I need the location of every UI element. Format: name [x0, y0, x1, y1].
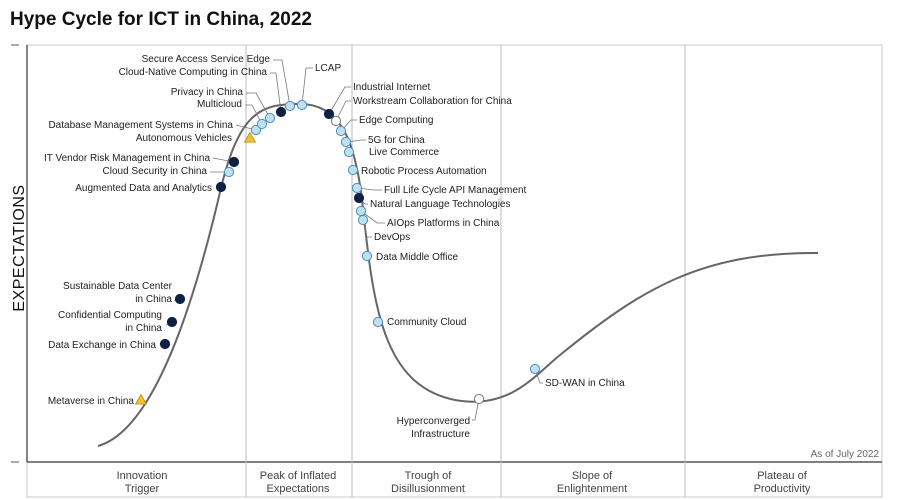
label-5g-for-china: 5G for China — [368, 135, 425, 146]
leader-full-life-cycle-api-management — [356, 187, 382, 191]
marker-cloud-native-computing-in-china — [275, 106, 287, 118]
label-live-commerce: Live Commerce — [369, 147, 439, 158]
marker-edge-computing — [335, 125, 347, 137]
marker-natural-language-technologies — [353, 192, 365, 204]
marker-full-life-cycle-api-management — [351, 182, 363, 194]
leader-workstream-collaboration-for-china — [335, 100, 351, 122]
y-axis-label: EXPECTATIONS — [11, 184, 28, 311]
leader-hyperconverged-infrastructure — [472, 398, 480, 421]
label-metaverse-in-china: Metaverse in China — [48, 396, 135, 407]
label-cloud-native-computing-in-china: Cloud-Native Computing in China — [119, 67, 268, 78]
marker-data-exchange-in-china — [159, 338, 171, 350]
marker-workstream-collaboration-for-china — [330, 115, 342, 127]
phase-plateau-of-productivity: Plateau of Productivity — [754, 470, 811, 495]
marker-5g-for-china — [340, 136, 352, 148]
label-database-management-systems-in-china: Database Management Systems in China — [48, 120, 233, 131]
plot-frame: EXPECTATIONS As of July 2022 — [11, 44, 883, 498]
marker-devops — [357, 214, 369, 226]
marker-confidential-computing-in-china — [166, 316, 178, 328]
label-edge-computing: Edge Computing — [359, 115, 434, 126]
phase-trough-of-disillusionment: Trough of Disillusionment — [391, 470, 465, 495]
marker-sd-wan-in-china — [529, 363, 541, 375]
marker-cloud-security-in-china — [223, 166, 235, 178]
hype-curve — [97, 102, 819, 447]
marker-robotic-process-automation — [347, 164, 359, 176]
marker-data-middle-office — [361, 250, 373, 262]
leader-industrial-internet — [328, 86, 351, 115]
leader-lcap — [301, 67, 313, 106]
label-lcap: LCAP — [315, 63, 341, 74]
leader-cloud-native-computing-in-china — [270, 72, 282, 113]
as-of-note: As of July 2022 — [811, 449, 880, 460]
hype-curve-path — [97, 102, 819, 447]
label-industrial-internet: Industrial Internet — [353, 82, 430, 93]
label-cloud-security-in-china: Cloud Security in China — [103, 166, 208, 177]
label-privacy-in-china: Privacy in China — [171, 87, 244, 98]
label-confidential-computing-in-china: Confidential Computing in China — [58, 310, 162, 334]
marker-augmented-data-and-analytics — [215, 181, 227, 193]
marker-community-cloud — [372, 316, 384, 328]
label-full-life-cycle-api-management: Full Life Cycle API Management — [384, 185, 527, 196]
marker-sustainable-data-center-in-china — [174, 293, 186, 305]
label-hyperconverged-infrastructure: Hyperconverged Infrastructure — [397, 416, 471, 440]
label-augmented-data-and-analytics: Augmented Data and Analytics — [75, 183, 212, 194]
label-sustainable-data-center-in-china: Sustainable Data Center in China — [63, 281, 173, 305]
marker-multicloud — [256, 118, 268, 130]
marker-live-commerce — [343, 146, 355, 158]
marker-lcap — [296, 99, 308, 111]
marker-it-vendor-risk-management-in-china — [228, 156, 240, 168]
label-autonomous-vehicles: Autonomous Vehicles — [136, 133, 232, 144]
leader-privacy-in-china — [246, 92, 271, 119]
leader-secure-access-service-edge — [273, 59, 291, 107]
marker-secure-access-service-edge — [284, 100, 296, 112]
label-aiops-platforms-in-china: AIOps Platforms in China — [387, 218, 500, 229]
label-natural-language-technologies: Natural Language Technologies — [370, 199, 510, 210]
phase-labels: Innovation Trigger Peak of Inflated Expecta… — [117, 470, 811, 495]
marker-industrial-internet — [323, 108, 335, 120]
marker-database-management-systems-in-china — [250, 124, 262, 136]
phase-peak-of-inflated-expectations: Peak of Inflated Expectations — [260, 470, 336, 495]
leader-aiops-platforms-in-china — [360, 210, 385, 224]
marker-hyperconverged-infrastructure — [473, 393, 485, 405]
label-sd-wan-in-china: SD-WAN in China — [545, 378, 625, 389]
label-secure-access-service-edge: Secure Access Service Edge — [142, 54, 271, 65]
technology-markers — [134, 99, 541, 405]
chart-title: Hype Cycle for ICT in China, 2022 — [10, 9, 312, 30]
label-data-middle-office: Data Middle Office — [376, 252, 459, 263]
marker-aiops-platforms-in-china — [355, 205, 367, 217]
label-community-cloud: Community Cloud — [387, 317, 466, 328]
label-devops: DevOps — [374, 232, 410, 243]
label-robotic-process-automation: Robotic Process Automation — [361, 166, 487, 177]
leader-multicloud — [245, 104, 263, 125]
leader-lines — [165, 59, 543, 421]
phase-slope-of-enlightenment: Slope of Enlightenment — [557, 470, 627, 495]
label-workstream-collaboration-for-china: Workstream Collaboration for China — [353, 96, 512, 107]
phase-innovation-trigger: Innovation Trigger — [117, 470, 168, 495]
label-multicloud: Multicloud — [197, 99, 242, 110]
marker-metaverse-in-china — [134, 393, 148, 405]
label-data-exchange-in-china: Data Exchange in China — [48, 340, 156, 351]
leader-5g-for-china — [345, 139, 366, 143]
marker-autonomous-vehicles — [243, 131, 257, 143]
label-it-vendor-risk-management-in-china: IT Vendor Risk Management in China — [44, 153, 210, 164]
technology-labels: Metaverse in China Data Exchange in China… — [44, 54, 625, 440]
leader-devops — [362, 219, 372, 238]
marker-privacy-in-china — [264, 112, 276, 124]
